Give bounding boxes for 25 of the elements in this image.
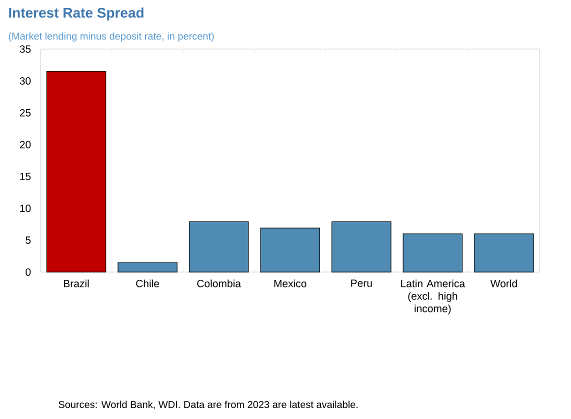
y-tick-label: 35 <box>20 45 31 53</box>
bar <box>402 234 463 272</box>
source-note: Sources: World Bank, WDI. Data are from 2023 are latest available. <box>58 400 358 410</box>
y-tick-label: 15 <box>20 172 31 180</box>
bar <box>46 71 106 272</box>
y-tick-label: 5 <box>26 236 31 244</box>
y-tick-label: 0 <box>26 268 31 276</box>
bar <box>188 221 249 272</box>
x-tick-label: Peru <box>351 280 372 287</box>
x-tick-label: Latin America (excl. high income) <box>401 280 466 314</box>
x-tick-label: World <box>490 280 517 288</box>
y-tick-label: 10 <box>20 204 31 212</box>
bar <box>474 234 534 272</box>
y-tick-label: 20 <box>20 140 31 148</box>
x-tick-label: Mexico <box>274 280 306 288</box>
bar <box>118 262 178 272</box>
x-tick-label: Brazil <box>64 280 89 288</box>
bar <box>332 221 392 272</box>
bar <box>260 228 320 272</box>
y-tick-label: 30 <box>20 77 31 85</box>
y-tick-label: 25 <box>20 109 31 116</box>
x-tick-label: Colombia <box>197 280 242 288</box>
chart-title: Interest Rate Spread <box>9 7 144 21</box>
chart-subtitle: (Market lending minus deposit rate, in percent) <box>8 32 214 42</box>
x-tick-label: Chile <box>136 280 160 288</box>
